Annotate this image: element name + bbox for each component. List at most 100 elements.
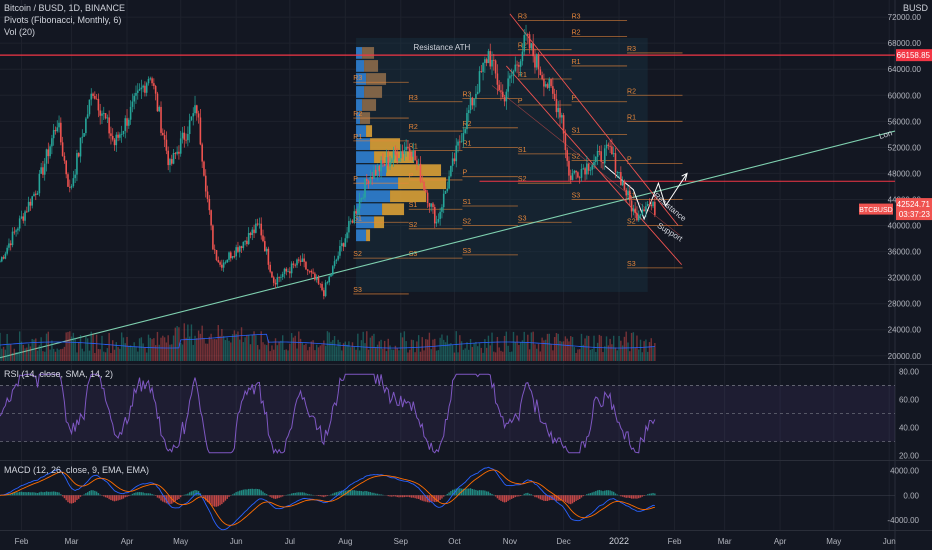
macd-histogram-bar xyxy=(335,492,338,496)
candle-body xyxy=(512,70,515,76)
candle-body xyxy=(256,223,259,225)
volume-bar xyxy=(31,338,33,361)
macd-histogram-bar xyxy=(99,494,101,496)
candle-body xyxy=(337,255,339,260)
macd-histogram-bar xyxy=(303,492,305,496)
volume-bar xyxy=(60,349,62,361)
candle-body xyxy=(378,165,381,172)
volume-profile-bar xyxy=(390,190,427,203)
macd-histogram-bar xyxy=(18,491,21,496)
macd-histogram-bar xyxy=(113,495,116,502)
volume-bar xyxy=(625,331,627,361)
candle-body xyxy=(285,268,288,272)
macd-histogram-bar xyxy=(364,490,366,496)
macd-histogram-bar xyxy=(564,495,567,503)
volume-bar xyxy=(487,335,490,361)
candle-body xyxy=(530,43,533,49)
macd-histogram-bar xyxy=(120,495,123,500)
macd-histogram-bar xyxy=(76,495,78,501)
macd-histogram-bar xyxy=(149,493,151,496)
macd-histogram-bar xyxy=(400,495,402,498)
macd-histogram-bar xyxy=(115,495,117,501)
volume-bar xyxy=(303,344,305,361)
macd-histogram-bar xyxy=(52,491,55,496)
macd-signal-line xyxy=(0,469,655,526)
macd-histogram-bar xyxy=(169,495,171,505)
volume-bar xyxy=(521,340,524,361)
candle-body xyxy=(208,198,211,211)
pivot-label: R1 xyxy=(462,140,471,147)
volume-bar xyxy=(228,340,230,361)
macd-histogram-bar xyxy=(629,495,631,499)
volume-bar xyxy=(471,346,474,361)
macd-histogram-bar xyxy=(217,495,219,507)
price-tick-label: 60000.00 xyxy=(888,91,922,100)
volume-bar xyxy=(95,334,98,361)
volume-bar xyxy=(45,333,48,361)
volume-bar xyxy=(636,335,638,361)
macd-histogram-bar xyxy=(264,493,266,496)
volume-bar xyxy=(435,350,438,361)
volume-bar xyxy=(432,339,434,361)
volume-bar xyxy=(18,331,21,361)
volume-bar xyxy=(380,339,382,361)
candle-body xyxy=(158,106,161,112)
pivot-label: S2 xyxy=(572,153,581,160)
volume-bar xyxy=(559,340,561,361)
volume-bar xyxy=(76,352,78,361)
candle-body xyxy=(20,216,23,219)
candle-body xyxy=(561,115,563,118)
candle-body xyxy=(616,172,619,174)
macd-histogram-bar xyxy=(276,495,279,499)
volume-profile-bar xyxy=(366,229,371,242)
macd-histogram-bar xyxy=(17,492,19,496)
volume-bar xyxy=(353,346,355,361)
macd-histogram-bar xyxy=(67,495,69,503)
macd-histogram-bar xyxy=(405,495,407,497)
volume-bar xyxy=(401,337,404,361)
macd-legend: MACD (12, 26, close, 9, EMA, EMA) xyxy=(4,465,150,475)
candle-body xyxy=(578,177,581,179)
macd-histogram-bar xyxy=(391,495,393,497)
volume-bar xyxy=(274,338,277,361)
macd-histogram-bar xyxy=(407,495,409,497)
volume-bar xyxy=(602,352,604,361)
volume-profile-bar xyxy=(356,47,363,59)
last-price-label: 42524.71 xyxy=(897,200,931,209)
macd-histogram-bar xyxy=(389,495,391,497)
macd-histogram-bar xyxy=(215,495,218,507)
volume-bar xyxy=(163,337,166,361)
macd-histogram-bar xyxy=(10,493,12,496)
candle-body xyxy=(201,144,203,162)
volume-bar xyxy=(416,341,418,361)
volume-bar xyxy=(133,342,135,361)
macd-histogram-bar xyxy=(262,491,264,496)
pivot-label: S3 xyxy=(353,287,362,294)
volume-bar xyxy=(596,342,599,361)
macd-histogram-bar xyxy=(174,495,177,502)
candle-body xyxy=(425,189,427,193)
macd-histogram-bar xyxy=(61,495,64,497)
macd-histogram-bar xyxy=(505,495,508,503)
volume-bar xyxy=(385,351,388,361)
macd-histogram-bar xyxy=(401,495,404,498)
candle-body xyxy=(36,193,39,195)
macd-histogram-bar xyxy=(553,495,556,501)
macd-histogram-bar xyxy=(625,495,627,498)
volume-bar xyxy=(299,338,302,361)
macd-histogram-bar xyxy=(519,495,522,496)
candle-body xyxy=(648,204,651,205)
macd-histogram-bar xyxy=(371,492,373,496)
candle-body xyxy=(417,163,420,165)
candle-body xyxy=(194,105,196,114)
candle-body xyxy=(364,179,366,198)
candle-body xyxy=(357,208,359,214)
candle-body xyxy=(392,150,395,160)
pivot-label: R1 xyxy=(572,59,581,66)
candle-body xyxy=(160,106,162,133)
resistance-ath-label: Resistance ATH xyxy=(414,43,471,52)
volume-bar xyxy=(346,344,348,361)
price-tick-label: 48000.00 xyxy=(888,169,922,178)
candle-body xyxy=(0,261,1,263)
